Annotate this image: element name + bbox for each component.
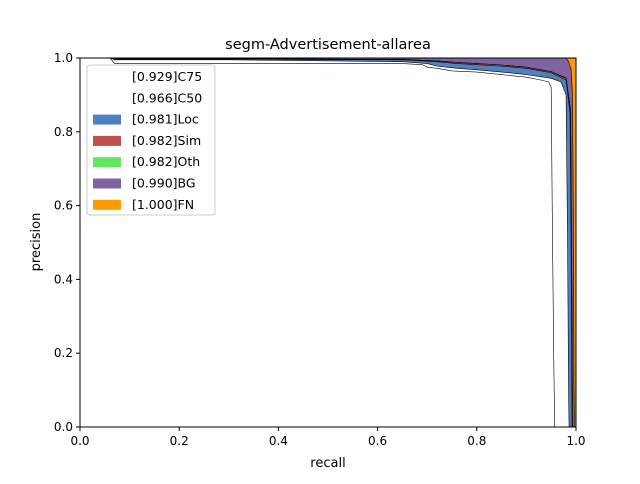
legend-label: [0.982]Oth: [132, 154, 200, 169]
x-tick-label: 1.0: [566, 434, 585, 448]
y-axis-label: precision: [29, 213, 44, 272]
legend-swatch: [93, 157, 121, 168]
legend-label: [0.966]C50: [132, 90, 202, 105]
chart-title: segm-Advertisement-allarea: [225, 37, 431, 53]
legend-label: [0.982]Sim: [132, 133, 201, 148]
legend-swatch: [93, 114, 121, 125]
legend-swatch: [93, 72, 121, 82]
legend-label: [1.000]FN: [132, 197, 194, 212]
y-axis-ticks: 0.0 0.2 0.4 0.6 0.8 1.0: [54, 51, 80, 434]
y-tick-label: 0.0: [54, 420, 73, 434]
legend-swatch: [93, 178, 121, 189]
y-tick-label: 0.8: [54, 125, 73, 139]
legend-swatch: [93, 199, 121, 210]
x-tick-label: 0.8: [467, 434, 486, 448]
x-axis-label: recall: [310, 456, 345, 471]
x-tick-label: 0.6: [368, 434, 387, 448]
legend-swatch: [93, 93, 121, 104]
plot-frame: [79, 57, 577, 428]
legend-swatch: [93, 135, 121, 146]
x-tick-label: 0.0: [70, 434, 89, 448]
legend-label: [0.929]C75: [132, 69, 202, 84]
y-tick-label: 0.2: [54, 346, 73, 360]
y-tick-label: 0.6: [54, 199, 73, 213]
legend-label: [0.990]BG: [132, 176, 196, 191]
x-tick-label: 0.4: [269, 434, 288, 448]
x-tick-label: 0.2: [170, 434, 189, 448]
plot-areas: [79, 57, 577, 428]
y-tick-label: 1.0: [54, 51, 73, 65]
x-axis-ticks: 0.0 0.2 0.4 0.6 0.8 1.0: [70, 427, 586, 448]
y-tick-label: 0.4: [54, 272, 73, 286]
legend-label: [0.981]Loc: [132, 112, 199, 127]
legend: [0.929]C75 [0.966]C50 [0.981]Loc [0.982]Sim…: [86, 64, 216, 216]
